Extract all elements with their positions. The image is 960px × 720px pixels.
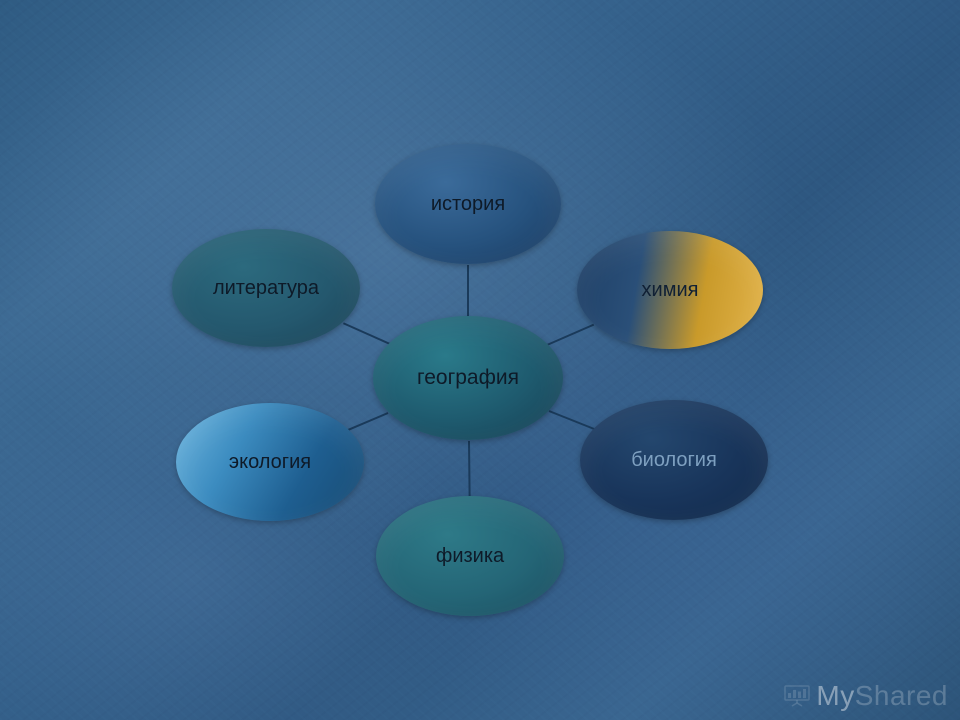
watermark-text-b: Shared (855, 680, 948, 711)
edge (547, 323, 594, 345)
outer-node-literature-label: литература (213, 277, 319, 300)
outer-node-ecology-label: экология (229, 451, 311, 474)
outer-node-literature: литература (172, 229, 360, 347)
outer-node-chemistry-label: химия (642, 279, 699, 302)
center-node: география (373, 316, 563, 440)
edge (347, 412, 388, 431)
center-node-label: география (417, 366, 519, 390)
edge (467, 265, 469, 317)
edge (549, 410, 595, 430)
outer-node-chemistry: химия (577, 231, 763, 349)
outer-node-physics: физика (376, 496, 564, 616)
edge (468, 441, 471, 497)
radial-diagram: география история химия биология физика эколо… (0, 0, 960, 720)
outer-node-biology-label: биология (631, 449, 717, 472)
presentation-icon (784, 685, 810, 707)
outer-node-biology: биология (580, 400, 768, 520)
outer-node-history: история (375, 144, 561, 264)
watermark-text-a: My (816, 680, 854, 711)
outer-node-history-label: история (431, 193, 505, 216)
outer-node-physics-label: физика (436, 545, 504, 568)
watermark: MyShared (784, 680, 948, 712)
edge (342, 322, 390, 345)
outer-node-ecology: экология (176, 403, 364, 521)
